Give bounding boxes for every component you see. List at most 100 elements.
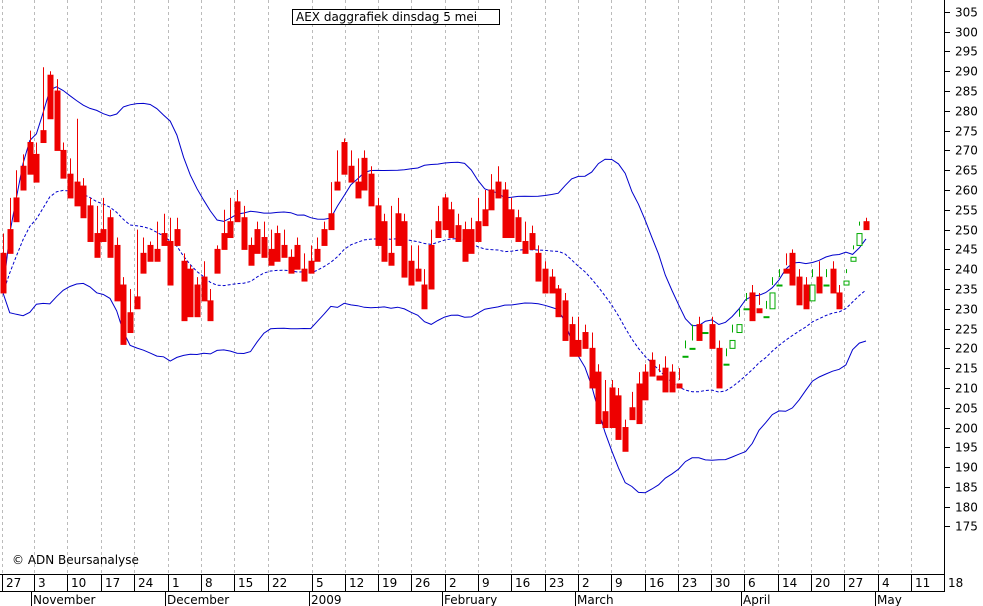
candle-body — [428, 244, 435, 290]
x-tick-label: 23 — [682, 576, 697, 590]
candle-body — [542, 268, 549, 294]
candle — [74, 118, 81, 207]
candle-body — [850, 256, 857, 262]
candle — [421, 269, 428, 310]
candle-body — [308, 260, 315, 274]
y-tick-label: 295 — [955, 45, 978, 59]
candle-body — [147, 244, 154, 262]
candle — [769, 277, 776, 310]
candle-body — [74, 181, 81, 207]
x-tick-label: 26 — [415, 576, 430, 590]
x-tick-label: 30 — [715, 576, 730, 590]
axes — [0, 0, 945, 592]
candle-body — [288, 256, 295, 274]
candle-body — [408, 260, 415, 286]
candle — [167, 217, 174, 286]
moving-average-line — [2, 189, 867, 393]
candle-body — [140, 252, 147, 274]
candle — [529, 225, 536, 250]
candle-body — [549, 276, 556, 294]
candle — [789, 249, 796, 286]
candle — [609, 380, 616, 429]
candle-body — [321, 229, 328, 246]
candle — [120, 277, 127, 345]
candle — [823, 269, 830, 287]
y-tick-label: 225 — [955, 323, 978, 337]
candle-body — [729, 339, 736, 349]
candle-body — [455, 225, 462, 242]
y-tick-label: 265 — [955, 164, 978, 178]
candle — [80, 178, 87, 219]
chart-title-box — [292, 9, 500, 25]
candle — [368, 166, 375, 207]
candle-body — [361, 157, 368, 191]
candle-body — [60, 149, 67, 179]
candle — [622, 419, 629, 452]
candle-body — [562, 300, 569, 341]
x-tick-label: 27 — [6, 576, 21, 590]
candle-body — [134, 296, 141, 310]
candle-body — [783, 268, 790, 274]
candle — [656, 364, 663, 381]
candle — [863, 217, 870, 231]
candle-body — [348, 165, 355, 183]
candle — [669, 364, 676, 393]
candle — [475, 197, 482, 242]
candle — [181, 253, 188, 322]
candle-body — [7, 229, 14, 254]
x-tick-label: 23 — [549, 576, 564, 590]
candle — [401, 213, 408, 278]
candle-body — [702, 332, 709, 335]
candle-body — [475, 221, 482, 242]
candle — [254, 221, 261, 254]
candle — [415, 245, 422, 282]
candle-body — [649, 359, 656, 377]
candle — [435, 205, 442, 239]
candle — [408, 245, 415, 286]
candle — [321, 221, 328, 246]
candle — [288, 249, 295, 274]
x-tick-label: 18 — [948, 576, 963, 590]
candle-body — [863, 221, 870, 231]
candle-body — [174, 229, 181, 246]
candle-body — [301, 268, 308, 282]
candle-body — [749, 292, 756, 322]
x-tick-label: 16 — [515, 576, 530, 590]
candle-body — [796, 276, 803, 306]
candle — [140, 237, 147, 274]
candle — [381, 213, 388, 262]
candle — [575, 316, 582, 357]
candle — [736, 308, 743, 334]
candle — [709, 316, 716, 349]
x-tick-label: 9 — [482, 576, 490, 590]
candle — [649, 352, 656, 377]
candle-body — [248, 244, 255, 266]
y-tick-label: 290 — [955, 65, 978, 79]
candle — [776, 269, 783, 287]
candle-body — [716, 347, 723, 389]
y-tick-label: 245 — [955, 243, 978, 257]
candle — [549, 269, 556, 294]
candle — [274, 225, 281, 262]
candle — [201, 261, 208, 302]
candle-body — [127, 312, 134, 334]
candle-body — [87, 205, 94, 242]
y-tick-label: 190 — [955, 461, 978, 475]
candle-body — [555, 288, 562, 318]
candle — [67, 158, 74, 199]
candle-body — [769, 292, 776, 310]
y-tick-label: 255 — [955, 204, 978, 218]
candle-body — [221, 233, 228, 250]
candle-body — [415, 268, 422, 282]
candle — [696, 316, 703, 341]
candle-body — [709, 324, 716, 349]
candle-body — [294, 244, 301, 270]
month-labels: November December 2009 February March April Ma… — [31, 591, 902, 606]
candle — [375, 197, 382, 246]
candle — [495, 166, 502, 199]
x-tick-label: 4 — [882, 576, 890, 590]
candle — [856, 221, 863, 246]
candle-body — [27, 142, 34, 175]
candle-body — [656, 375, 663, 381]
candle-body — [789, 252, 796, 286]
